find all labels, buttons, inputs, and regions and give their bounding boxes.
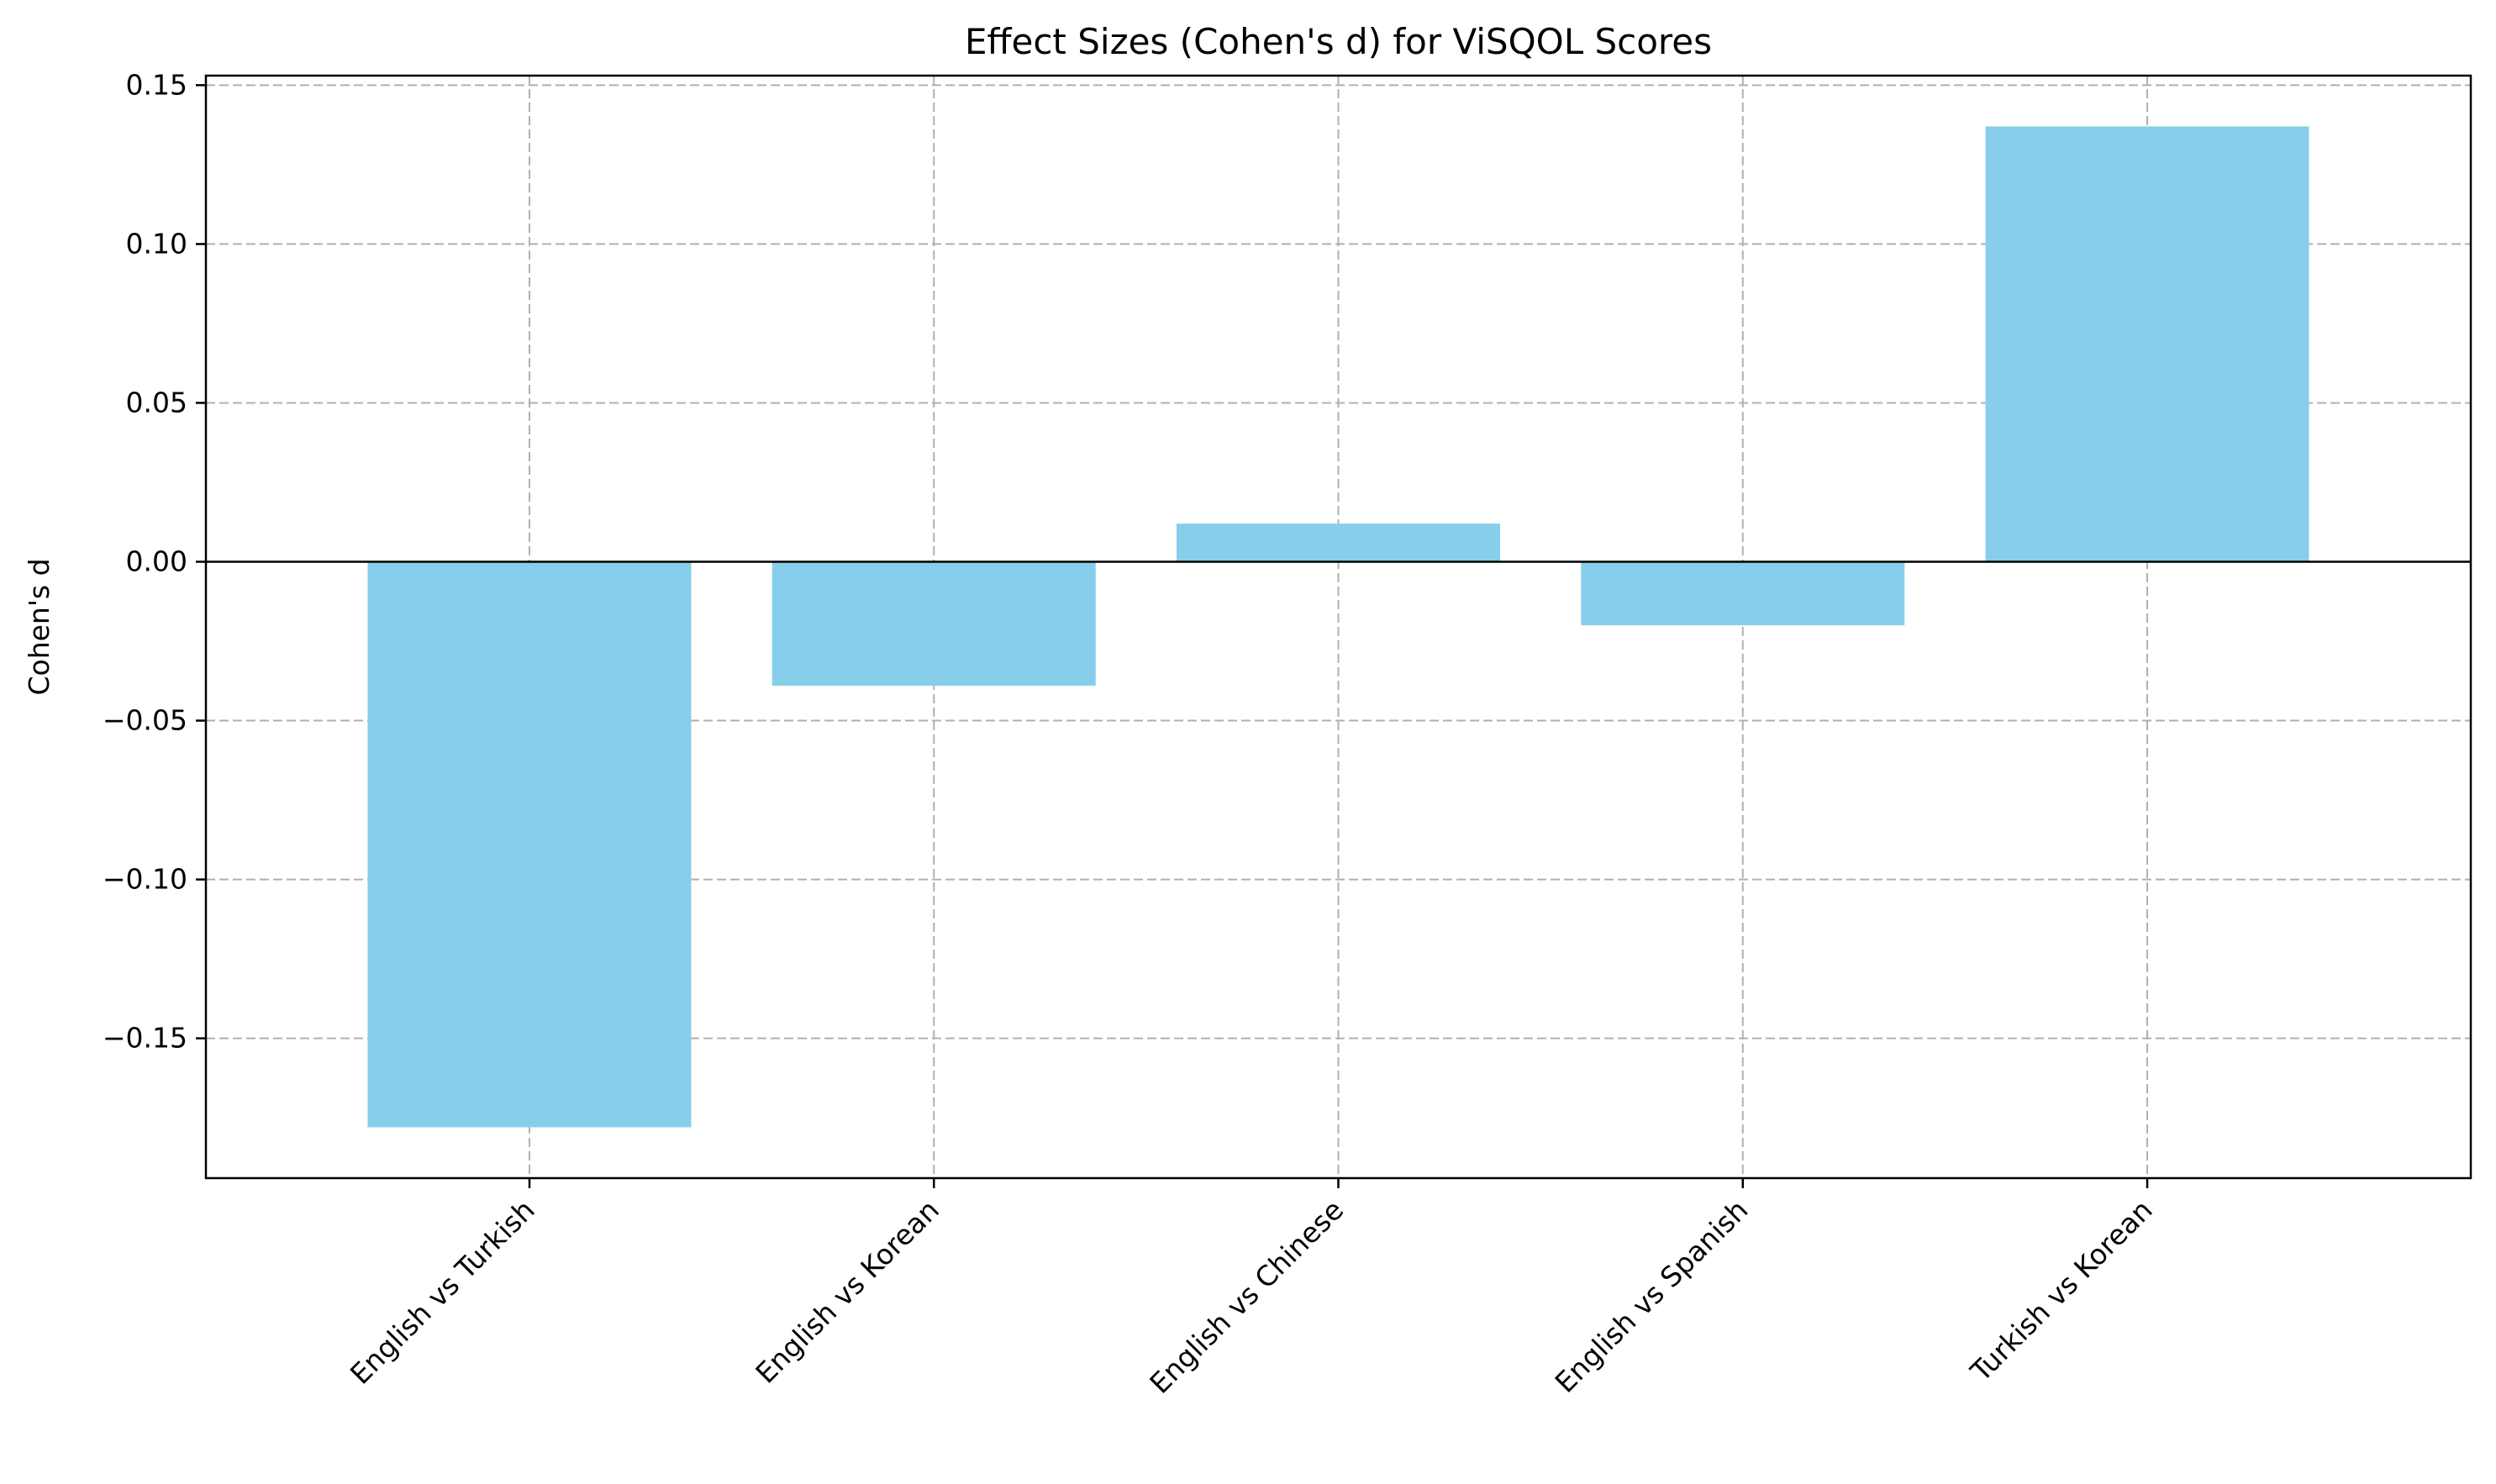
- bars: [367, 126, 2309, 1128]
- y-tick-label: 0.05: [126, 386, 187, 418]
- x-tick-label: English vs Chinese: [1143, 1193, 1350, 1400]
- x-tick-label: English vs Turkish: [344, 1193, 541, 1391]
- x-tick-label: English vs Spanish: [1549, 1193, 1755, 1399]
- y-tick-label: −0.05: [103, 704, 187, 737]
- y-axis-label: Cohen's d: [23, 558, 55, 695]
- y-tick-label: −0.15: [103, 1022, 187, 1055]
- y-tick-label: −0.10: [103, 863, 187, 896]
- bar: [771, 561, 1096, 686]
- y-tick-label: 0.10: [126, 227, 187, 260]
- x-tick-label: Turkish vs Korean: [1964, 1193, 2159, 1388]
- y-tick-label: 0.00: [126, 545, 187, 577]
- y-tick-label: 0.15: [126, 68, 187, 101]
- bar: [1581, 561, 1905, 626]
- bar: [1177, 524, 1500, 562]
- x-tick-label: English vs Korean: [749, 1193, 945, 1390]
- bar: [1985, 126, 2309, 562]
- bar: [367, 561, 692, 1128]
- chart-title: Effect Sizes (Cohen's d) for ViSQOL Scor…: [965, 21, 1712, 62]
